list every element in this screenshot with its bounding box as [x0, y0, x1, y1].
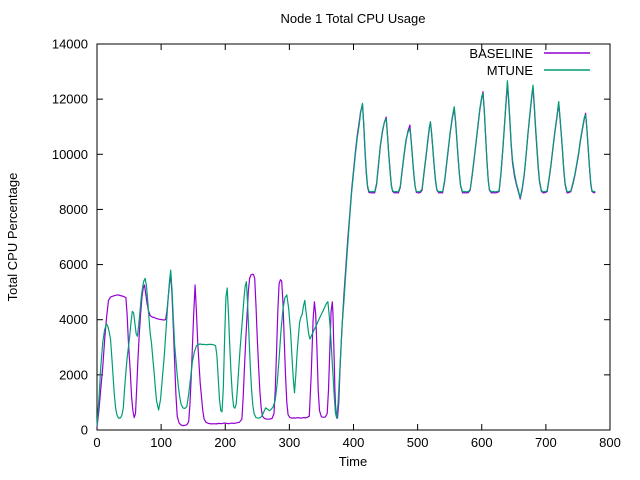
- y-tick-label: 12000: [52, 92, 88, 107]
- legend-label-baseline: BASELINE: [469, 46, 533, 61]
- y-tick-label: 8000: [59, 202, 88, 217]
- y-tick-label: 6000: [59, 257, 88, 272]
- x-tick-label: 500: [407, 435, 429, 450]
- x-tick-label: 700: [535, 435, 557, 450]
- x-tick-label: 800: [599, 435, 621, 450]
- baseline-series-line: [96, 83, 596, 428]
- plot-border: [96, 43, 611, 431]
- x-tick-label: 200: [214, 435, 236, 450]
- x-tick-label: 0: [93, 435, 100, 450]
- x-tick-label: 400: [343, 435, 365, 450]
- axis-ticks: 0 100 200 300 400 500 600 700 800020004000600080…: [52, 37, 621, 451]
- mtune-series-line: [96, 80, 596, 426]
- y-tick-label: 10000: [52, 147, 88, 162]
- x-axis-label: Time: [339, 454, 367, 469]
- y-tick-label: 0: [81, 423, 88, 438]
- y-axis-label: Total CPU Percentage: [5, 173, 20, 302]
- legend-label-mtune: MTUNE: [487, 63, 534, 78]
- legend: BASELINE MTUNE: [469, 46, 590, 78]
- x-tick-label: 300: [279, 435, 301, 450]
- y-tick-label: 14000: [52, 37, 88, 52]
- x-tick-label: 600: [471, 435, 493, 450]
- x-tick-label: 100: [150, 435, 172, 450]
- chart-title: Node 1 Total CPU Usage: [280, 11, 425, 26]
- y-tick-label: 2000: [59, 367, 88, 382]
- y-tick-label: 4000: [59, 312, 88, 327]
